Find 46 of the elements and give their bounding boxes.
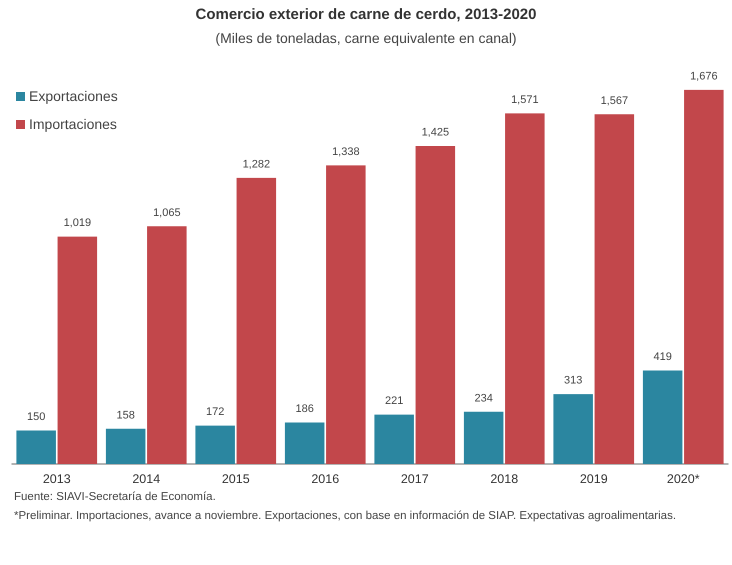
- x-tick-label: 2016: [311, 472, 340, 486]
- bar: [684, 90, 724, 464]
- source-note: Fuente: SIAVI-Secretaría de Economía.: [14, 490, 217, 505]
- data-label: 1,065: [153, 206, 181, 219]
- x-tick-label: 2020*: [666, 472, 700, 486]
- x-tick-label: 2019: [580, 472, 608, 486]
- data-label: 158: [116, 409, 135, 422]
- bar: [416, 146, 456, 464]
- bar: [236, 178, 276, 464]
- data-label: 234: [474, 392, 493, 404]
- x-tick-label: 2013: [42, 472, 71, 486]
- data-label: 419: [653, 351, 672, 364]
- bar: [464, 412, 504, 464]
- x-tick-label: 2014: [132, 472, 160, 486]
- bar: [147, 226, 187, 464]
- data-label: 172: [206, 406, 224, 418]
- x-tick-label: 2015: [222, 472, 250, 486]
- x-tick-label: 2018: [490, 472, 518, 486]
- bar: [594, 114, 634, 464]
- data-label: 1,338: [332, 146, 360, 158]
- chart-subtitle: (Miles de toneladas, carne equivalente en canal): [214, 30, 518, 46]
- bar: [16, 430, 56, 464]
- bar: [58, 236, 98, 464]
- data-label: 221: [384, 395, 404, 408]
- data-label: 1,425: [422, 126, 450, 138]
- bar: [195, 426, 235, 464]
- bar: [106, 428, 146, 464]
- data-label: 1,567: [600, 94, 628, 107]
- data-label: 150: [26, 411, 46, 424]
- legend-label: Exportaciones: [29, 88, 118, 104]
- data-label: 1,676: [690, 70, 718, 82]
- bar: [553, 394, 593, 464]
- x-tick-label: 2017: [400, 472, 429, 486]
- data-label: 186: [295, 403, 314, 416]
- bar: [326, 165, 366, 464]
- data-label: 1,019: [64, 217, 92, 230]
- bar: [505, 113, 545, 464]
- data-label: 313: [564, 374, 582, 387]
- bar: [284, 422, 324, 464]
- bar: [374, 414, 414, 464]
- chart-title: Comercio exterior de carne de cerdo, 2013-2020: [194, 6, 538, 23]
- bar: [642, 370, 682, 464]
- text: *Preliminar. Importaciones, avance a noviembre. Exportaciones, con base en información de SIAP. Expectativas agroalimentarias.: [14, 509, 678, 524]
- data-label: 1,282: [242, 158, 270, 170]
- data-label: 1,571: [511, 94, 539, 106]
- legend-label: Importaciones: [29, 116, 117, 132]
